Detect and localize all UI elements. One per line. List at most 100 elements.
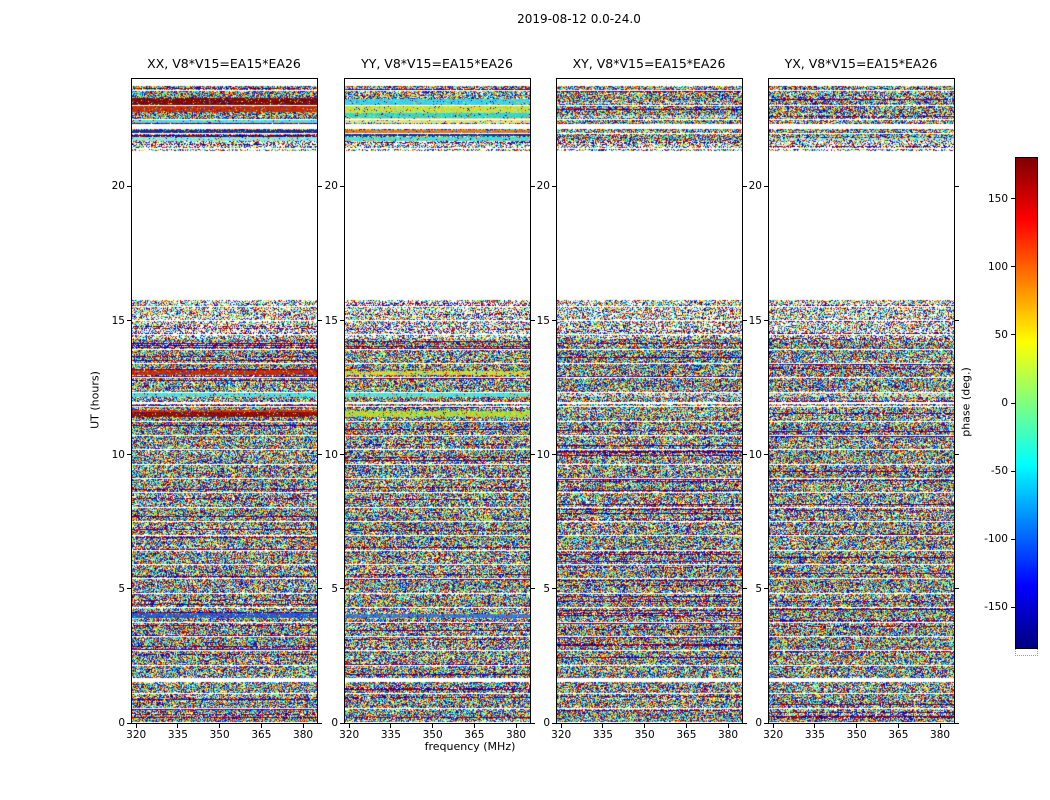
- x-tick-label: 320: [763, 729, 784, 741]
- x-tick-label: 350: [634, 729, 655, 741]
- y-tick-label: 20: [111, 180, 125, 193]
- colorbar-extension: [1015, 649, 1038, 656]
- y-tick-label: 20: [324, 180, 338, 193]
- y-tick-mark-left: [552, 588, 556, 590]
- x-tick-mark: [302, 724, 304, 728]
- x-tick-label: 335: [804, 729, 825, 741]
- colorbar-tick-label: -150: [984, 601, 1008, 614]
- colorbar-tick-mark: [1011, 538, 1015, 540]
- panel-title-yx: YX, V8*V15=EA15*EA26: [784, 56, 938, 71]
- x-tick-label: 365: [888, 729, 909, 741]
- x-tick-mark: [856, 724, 858, 728]
- colorbar-tick-label: -50: [990, 465, 1008, 478]
- y-tick-mark-right: [531, 185, 535, 187]
- y-tick-mark-left: [127, 722, 131, 724]
- x-tick-mark: [515, 724, 517, 728]
- y-tick-mark-right: [743, 185, 747, 187]
- y-tick-mark-right: [318, 185, 322, 187]
- x-tick-mark: [432, 724, 434, 728]
- heatmap-canvas-xy: [557, 79, 742, 723]
- x-axis-label: frequency (MHz): [424, 740, 516, 753]
- y-tick-mark-left: [340, 588, 344, 590]
- y-tick-mark-right: [955, 454, 959, 456]
- y-tick-label: 0: [543, 717, 550, 729]
- heatmap-panel-yy: [344, 78, 531, 724]
- y-tick-label: 5: [331, 582, 338, 595]
- colorbar-tick-mark: [1011, 606, 1015, 608]
- y-tick-label: 15: [536, 314, 550, 327]
- y-tick-mark-right: [743, 454, 747, 456]
- y-tick-mark-left: [764, 722, 768, 724]
- colorbar-tick-mark: [1011, 402, 1015, 404]
- x-tick-mark: [260, 724, 262, 728]
- y-tick-mark-left: [764, 320, 768, 321]
- colorbar-tick-mark: [1011, 470, 1015, 472]
- colorbar-tick-label: 100: [987, 260, 1008, 273]
- heatmap-canvas-yx: [769, 79, 954, 723]
- x-tick-label: 365: [464, 729, 485, 741]
- heatmap-canvas-xx: [132, 79, 317, 723]
- y-tick-mark-right: [531, 454, 535, 456]
- y-tick-mark-left: [552, 320, 556, 321]
- y-tick-mark-left: [340, 454, 344, 456]
- heatmap-panel-xy: [556, 78, 743, 724]
- colorbar-tick-label: 50: [994, 328, 1008, 341]
- colorbar-tick-label: 0: [1001, 397, 1008, 409]
- y-tick-label: 5: [543, 582, 550, 595]
- y-tick-mark-right: [531, 320, 535, 321]
- x-tick-mark: [814, 724, 816, 728]
- y-tick-mark-right: [955, 722, 959, 724]
- x-tick-mark: [473, 724, 475, 728]
- y-tick-mark-left: [764, 454, 768, 456]
- y-tick-mark-left: [340, 320, 344, 321]
- x-tick-label: 380: [718, 729, 739, 741]
- y-tick-mark-left: [340, 185, 344, 187]
- x-tick-mark: [390, 724, 392, 728]
- x-tick-mark: [177, 724, 179, 728]
- y-tick-mark-left: [127, 185, 131, 187]
- y-axis-label: UT (hours): [88, 371, 102, 429]
- y-tick-label: 10: [748, 448, 762, 461]
- y-tick-label: 15: [324, 314, 338, 327]
- y-tick-mark-left: [764, 588, 768, 590]
- y-tick-label: 0: [755, 717, 762, 729]
- heatmap-panel-xx: [131, 78, 318, 724]
- colorbar-tick-label: -100: [984, 533, 1008, 546]
- y-tick-label: 10: [536, 448, 550, 461]
- y-tick-label: 20: [536, 180, 550, 193]
- colorbar: [1015, 157, 1038, 649]
- x-tick-mark: [772, 724, 774, 728]
- x-tick-mark: [560, 724, 562, 728]
- x-tick-mark: [135, 724, 137, 728]
- x-tick-label: 380: [506, 729, 527, 741]
- y-tick-mark-right: [318, 320, 322, 321]
- x-tick-mark: [939, 724, 941, 728]
- heatmap-panel-yx: [768, 78, 955, 724]
- x-tick-mark: [219, 724, 221, 728]
- colorbar-tick-mark: [1011, 266, 1015, 268]
- y-tick-mark-left: [340, 722, 344, 724]
- colorbar-canvas: [1016, 158, 1037, 648]
- y-tick-label: 0: [331, 717, 338, 729]
- y-tick-mark-right: [955, 588, 959, 590]
- y-tick-mark-right: [531, 722, 535, 724]
- colorbar-tick-mark: [1011, 198, 1015, 200]
- x-tick-label: 350: [846, 729, 867, 741]
- x-tick-label: 350: [209, 729, 230, 741]
- heatmap-canvas-yy: [345, 79, 530, 723]
- y-tick-mark-right: [743, 588, 747, 590]
- x-tick-mark: [602, 724, 604, 728]
- y-tick-mark-right: [531, 588, 535, 590]
- y-tick-label: 5: [755, 582, 762, 595]
- y-tick-label: 0: [118, 717, 125, 729]
- x-tick-label: 350: [422, 729, 443, 741]
- colorbar-label: phase (deg.): [959, 367, 973, 437]
- y-tick-label: 15: [748, 314, 762, 327]
- x-tick-label: 365: [676, 729, 697, 741]
- y-tick-label: 20: [748, 180, 762, 193]
- y-tick-mark-right: [743, 320, 747, 321]
- x-tick-mark: [897, 724, 899, 728]
- x-tick-label: 335: [167, 729, 188, 741]
- x-tick-label: 380: [930, 729, 951, 741]
- colorbar-tick-label: 150: [987, 192, 1008, 205]
